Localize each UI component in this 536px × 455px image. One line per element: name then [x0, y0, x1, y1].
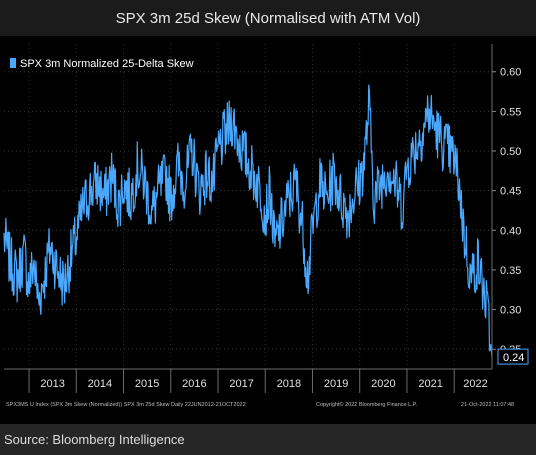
x-axis: 2013 2014 2015 2016 2017 2018 2019 2020 2021 2022	[28, 369, 488, 393]
y-axis: 0.250.300.350.400.450.500.550.60	[492, 67, 521, 356]
y-tick-label: 0.45	[500, 186, 521, 198]
x-tick-label: 2014	[88, 378, 112, 390]
footnote-left: SPX3MS U Index (SPX 3m Skew (Normalized)…	[6, 402, 246, 408]
x-tick-label: 2013	[40, 378, 64, 390]
footnote-right: 21-Oct-2022 11:07:48	[461, 402, 514, 408]
x-tick-label: 2016	[182, 378, 206, 390]
last-value-badge: 0.24	[497, 348, 529, 365]
chart-panel: 0.250.300.350.400.450.500.550.60 2013201…	[0, 36, 536, 424]
x-tick-label: 2020	[371, 378, 395, 390]
y-tick-label: 0.35	[500, 265, 521, 277]
source-footer: Source: Bloomberg Intelligence	[0, 424, 536, 455]
y-tick-label: 0.55	[500, 106, 521, 118]
chart-header: SPX 3m 25d Skew (Normalised with ATM Vol…	[0, 0, 536, 36]
y-tick-label: 0.30	[500, 305, 521, 317]
y-tick-label: 0.60	[500, 67, 521, 79]
x-tick-label: 2022	[463, 378, 487, 390]
skew-chart: 0.250.300.350.400.450.500.550.60 2013201…	[3, 44, 529, 408]
legend: SPX 3m Normalized 25-Delta Skew	[10, 58, 194, 70]
x-tick-label: 2021	[418, 378, 442, 390]
grid	[4, 44, 492, 369]
x-tick-label: 2015	[135, 378, 159, 390]
x-tick-label: 2017	[229, 378, 253, 390]
x-tick-label: 2019	[324, 378, 348, 390]
skew-series-line	[3, 84, 493, 358]
chart-title: SPX 3m 25d Skew (Normalised with ATM Vol…	[115, 9, 421, 27]
last-value-label: 0.24	[503, 352, 524, 364]
footnote-center: Copyright© 2022 Bloomberg Finance L.P.	[316, 401, 418, 408]
legend-label: SPX 3m Normalized 25-Delta Skew	[20, 58, 194, 70]
source-label: Source: Bloomberg Intelligence	[4, 432, 185, 447]
y-tick-label: 0.40	[500, 225, 521, 237]
legend-swatch	[10, 58, 16, 68]
y-tick-label: 0.50	[500, 146, 521, 158]
last-value-box	[497, 348, 529, 365]
x-tick-label: 2018	[277, 378, 301, 390]
